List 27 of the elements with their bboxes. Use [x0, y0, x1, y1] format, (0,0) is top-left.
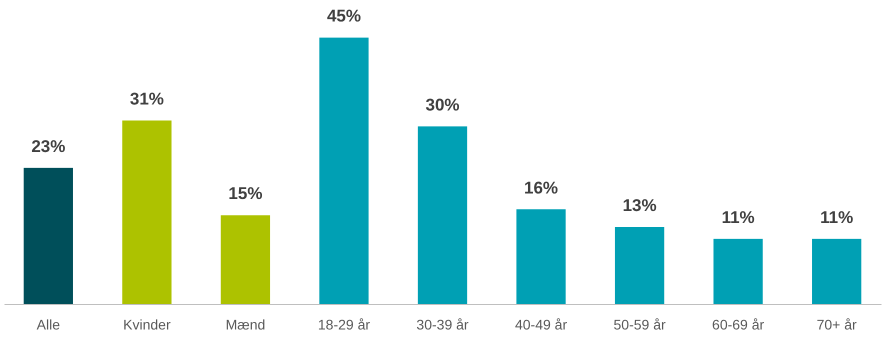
- bar: [220, 215, 270, 304]
- bar: [24, 168, 73, 304]
- data-label: 15%: [228, 184, 262, 204]
- x-tick-label: Kvinder: [123, 316, 171, 332]
- data-label: 11%: [820, 208, 854, 227]
- x-tick-label: 60-69 år: [712, 316, 765, 332]
- x-tick-label: 30-39 år: [416, 316, 469, 332]
- bar: [812, 238, 862, 304]
- bar: [418, 126, 468, 304]
- bar: [713, 238, 763, 304]
- x-tick-label: 40-49 år: [514, 316, 568, 332]
- data-label: 30%: [425, 95, 460, 114]
- bar: [319, 38, 369, 304]
- x-tick-label: Alle: [36, 316, 60, 332]
- bar: [614, 227, 664, 304]
- x-tick-label: 70+ år: [816, 316, 858, 332]
- data-label: 13%: [622, 196, 657, 216]
- bar: [516, 209, 566, 304]
- data-label: 23%: [31, 136, 66, 156]
- data-label: 31%: [130, 89, 164, 108]
- x-tick-label: 50-59 år: [614, 316, 666, 332]
- data-label: 16%: [524, 178, 558, 198]
- bar: [122, 120, 172, 304]
- x-tick-label: 18-29 år: [318, 316, 370, 332]
- data-label: 45%: [326, 6, 361, 26]
- x-tick-label: Mænd: [226, 316, 266, 332]
- data-label: 11%: [722, 208, 755, 227]
